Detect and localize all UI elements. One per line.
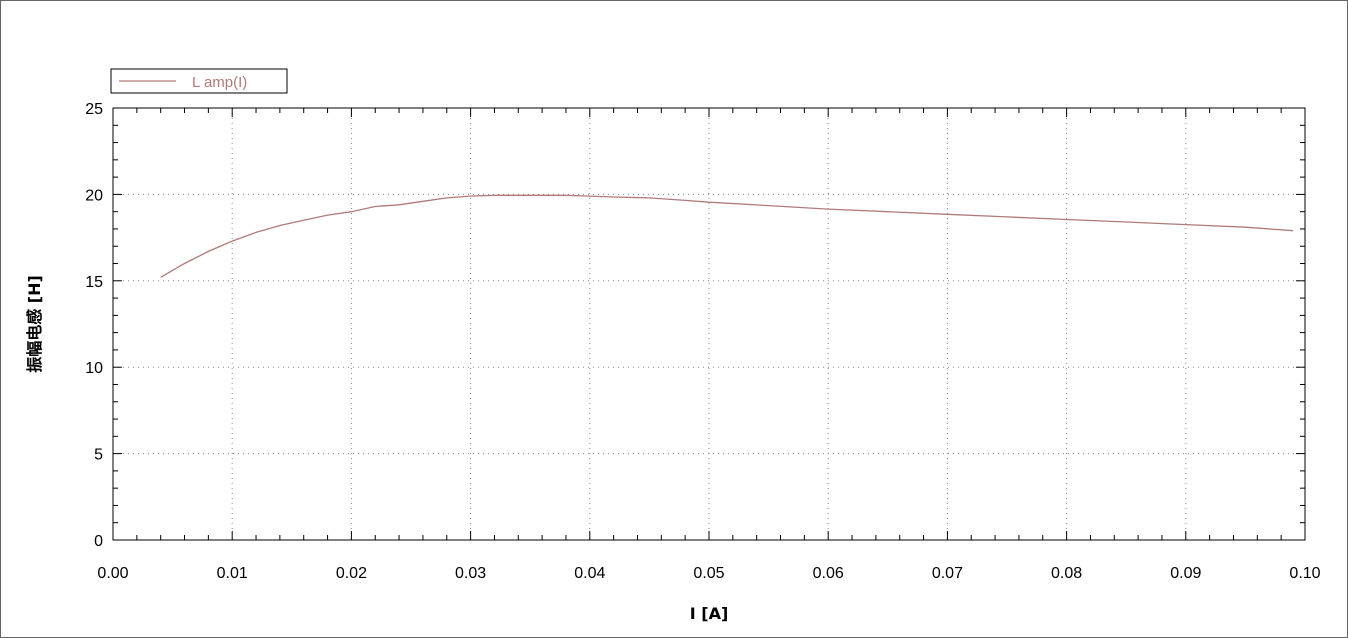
x-tick-label: 0.03 — [455, 565, 486, 582]
x-tick-label: 0.10 — [1289, 565, 1320, 582]
y-tick-label: 25 — [85, 101, 103, 118]
x-tick-label: 0.06 — [813, 565, 844, 582]
x-tick-label: 0.09 — [1170, 565, 1201, 582]
x-tick-label: 0.00 — [97, 565, 128, 582]
x-axis-title: I [A] — [690, 604, 729, 623]
series-lines — [160, 194, 1294, 278]
axis-ticks — [112, 107, 1306, 541]
y-tick-label: 15 — [85, 274, 103, 291]
legend-label-l-amp: L amp(I) — [192, 74, 247, 91]
x-tick-label: 0.07 — [932, 565, 963, 582]
grid — [113, 108, 1305, 540]
y-tick-labels: 0 5 10 15 20 25 — [85, 101, 103, 550]
legend-box — [110, 68, 288, 94]
x-tick-label: 0.01 — [217, 565, 248, 582]
x-tick-label: 0.08 — [1051, 565, 1082, 582]
x-tick-labels: 0.00 0.01 0.02 0.03 0.04 0.05 0.06 0.07 0.08 0.09… — [97, 565, 1320, 582]
y-tick-label: 10 — [85, 360, 103, 377]
y-tick-label: 0 — [94, 533, 103, 550]
y-axis-title: 振幅电感 [H] — [25, 275, 44, 373]
y-tick-label: 5 — [94, 447, 103, 464]
series-line-0 — [160, 194, 1294, 278]
x-tick-label: 0.04 — [574, 565, 605, 582]
legend: L amp(I) — [110, 68, 288, 94]
y-tick-label: 20 — [85, 187, 103, 204]
x-tick-label: 0.02 — [336, 565, 367, 582]
x-tick-label: 0.05 — [693, 565, 724, 582]
